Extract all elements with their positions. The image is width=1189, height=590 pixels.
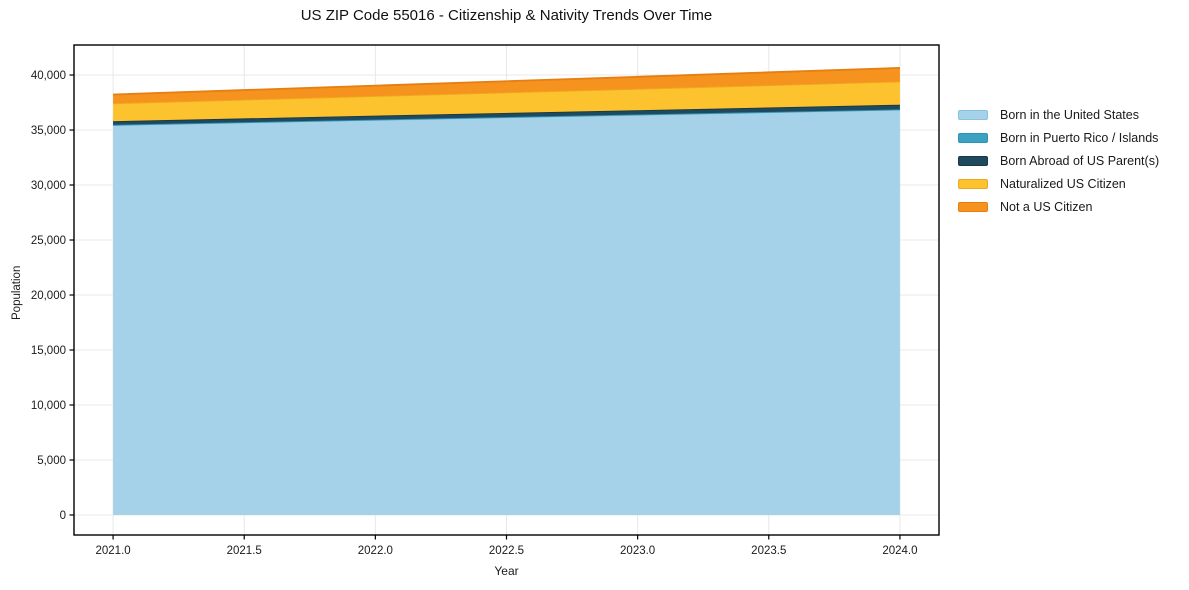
x-tick-label: 2023.0: [620, 545, 655, 557]
x-tick-label: 2023.5: [751, 545, 786, 557]
y-tick-label: 5,000: [37, 455, 66, 467]
legend-label: Born in Puerto Rico / Islands: [1000, 130, 1159, 145]
y-tick-label: 25,000: [31, 235, 66, 247]
y-tick-label: 40,000: [31, 70, 66, 82]
y-tick-label: 20,000: [31, 290, 66, 302]
legend-label: Naturalized US Citizen: [1000, 177, 1126, 192]
area-naturalized-us-citizen: [113, 81, 900, 122]
y-tick-label: 30,000: [31, 180, 66, 192]
y-tick-label: 10,000: [31, 400, 66, 412]
legend-label: Born in the United States: [1000, 107, 1139, 122]
y-tick-label: 0: [60, 510, 66, 522]
x-tick-label: 2021.0: [95, 545, 130, 557]
area-not-a-us-citizen: [113, 67, 900, 104]
legend-swatch: [958, 179, 988, 190]
y-tick-label: 35,000: [31, 125, 66, 137]
area-born-abroad-of-us-parent-s: [113, 104, 900, 125]
legend: Born in the United States Born in Puerto …: [958, 103, 1159, 219]
legend-item-naturalized-us-citizen: Naturalized US Citizen: [958, 173, 1159, 196]
x-axis-label: Year: [494, 564, 519, 578]
x-tick-label: 2022.5: [489, 545, 524, 557]
x-tick-label: 2021.5: [227, 545, 262, 557]
area-edge-not-a-us-citizen: [113, 67, 900, 96]
legend-item-born-in-the-united-states: Born in the United States: [958, 103, 1159, 126]
y-axis-label: Population: [11, 265, 23, 320]
legend-item-born-in-puerto-rico-islands: Born in Puerto Rico / Islands: [958, 126, 1159, 149]
legend-swatch: [958, 155, 988, 166]
x-tick-label: 2022.0: [358, 545, 393, 557]
x-tick-label: 2024.0: [882, 545, 917, 557]
area-born-in-the-united-states: [113, 109, 900, 515]
legend-swatch: [958, 202, 988, 213]
legend-item-born-abroad-of-us-parent-s: Born Abroad of US Parent(s): [958, 149, 1159, 172]
legend-swatch: [958, 132, 988, 143]
legend-item-not-a-us-citizen: Not a US Citizen: [958, 196, 1159, 219]
legend-swatch: [958, 109, 988, 120]
legend-label: Not a US Citizen: [1000, 200, 1093, 215]
y-tick-label: 15,000: [31, 345, 66, 357]
chart-title: US ZIP Code 55016 - Citizenship & Nativi…: [300, 7, 713, 24]
legend-label: Born Abroad of US Parent(s): [1000, 153, 1160, 168]
